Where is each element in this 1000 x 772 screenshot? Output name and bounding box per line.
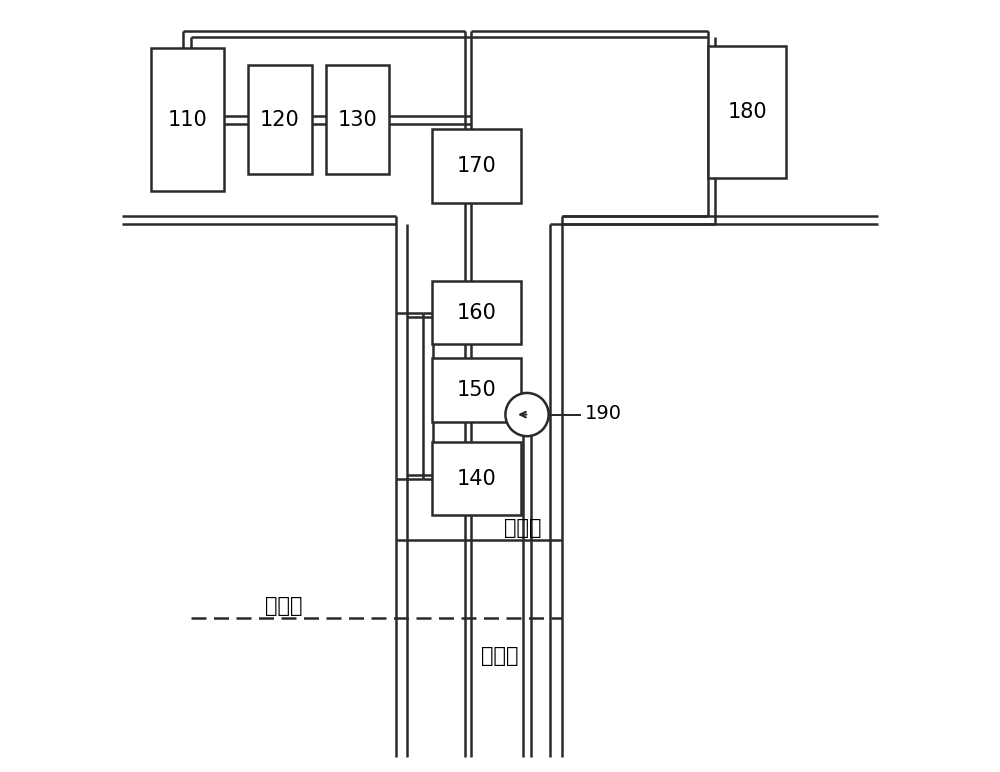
Circle shape bbox=[505, 393, 549, 436]
Text: 注水层: 注水层 bbox=[481, 646, 519, 666]
Bar bbox=[326, 65, 389, 174]
Text: 180: 180 bbox=[727, 102, 767, 122]
Bar bbox=[432, 358, 521, 422]
Text: 150: 150 bbox=[457, 380, 497, 400]
Text: 采出层: 采出层 bbox=[504, 518, 542, 538]
Text: 120: 120 bbox=[260, 110, 300, 130]
Text: 190: 190 bbox=[585, 404, 622, 422]
Bar bbox=[151, 48, 224, 191]
Bar bbox=[432, 442, 521, 516]
Text: 160: 160 bbox=[457, 303, 497, 323]
Bar bbox=[248, 65, 312, 174]
Text: 170: 170 bbox=[457, 156, 497, 176]
Bar bbox=[432, 129, 521, 202]
Text: 封隔器: 封隔器 bbox=[265, 596, 303, 616]
Text: 110: 110 bbox=[167, 110, 207, 130]
Bar bbox=[708, 46, 786, 178]
Text: 140: 140 bbox=[457, 469, 497, 489]
Bar bbox=[432, 281, 521, 344]
Text: 130: 130 bbox=[337, 110, 377, 130]
